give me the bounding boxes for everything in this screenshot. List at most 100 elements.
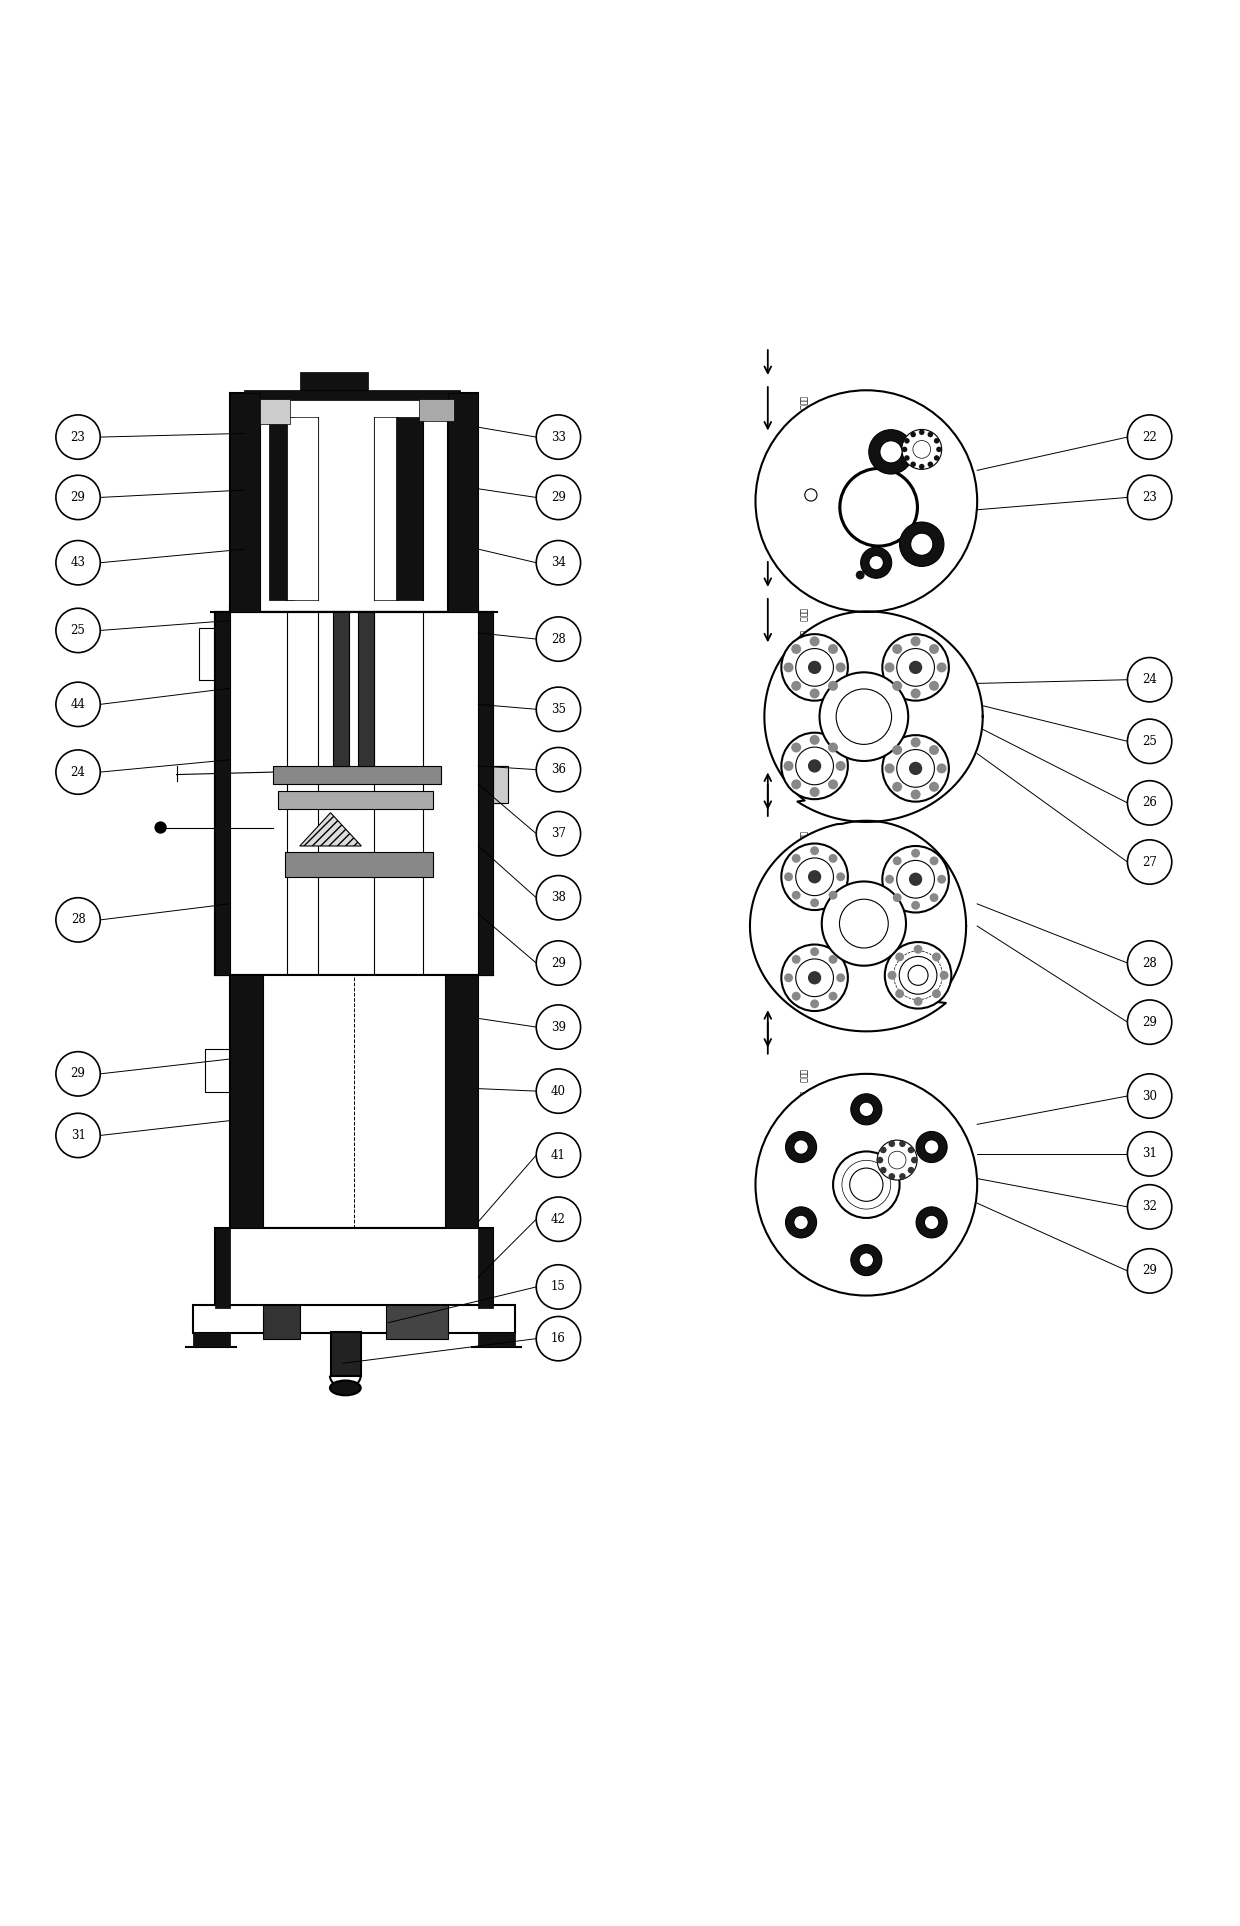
Circle shape: [808, 661, 821, 674]
Circle shape: [936, 663, 946, 672]
Circle shape: [755, 391, 977, 612]
Text: 16: 16: [551, 1333, 565, 1344]
Text: 节子截: 节子截: [799, 397, 807, 410]
Bar: [273, 767, 441, 784]
Circle shape: [274, 1317, 289, 1331]
Circle shape: [913, 441, 931, 458]
Circle shape: [888, 1152, 906, 1169]
Circle shape: [828, 853, 837, 863]
Text: 23: 23: [71, 431, 86, 443]
Circle shape: [808, 971, 821, 984]
Bar: [215, 1227, 494, 1308]
Circle shape: [859, 1102, 873, 1117]
Circle shape: [56, 541, 100, 586]
Circle shape: [791, 680, 801, 691]
Circle shape: [929, 680, 939, 691]
Text: 29: 29: [71, 491, 86, 505]
Circle shape: [880, 1146, 887, 1154]
Circle shape: [897, 861, 935, 898]
Circle shape: [929, 745, 939, 755]
Circle shape: [884, 763, 894, 774]
Circle shape: [755, 1075, 977, 1296]
Circle shape: [910, 688, 920, 699]
Circle shape: [911, 1158, 918, 1163]
Circle shape: [889, 1173, 895, 1181]
Circle shape: [928, 462, 934, 466]
Bar: [334, 612, 348, 767]
Text: 43: 43: [71, 557, 86, 570]
Text: 33: 33: [551, 431, 565, 443]
Circle shape: [536, 747, 580, 792]
Circle shape: [893, 745, 903, 755]
Circle shape: [856, 570, 864, 580]
Circle shape: [536, 1198, 580, 1242]
Circle shape: [810, 1000, 820, 1009]
Circle shape: [794, 1140, 808, 1154]
Bar: [260, 393, 448, 612]
Text: 24: 24: [1142, 674, 1157, 686]
Bar: [494, 767, 508, 803]
Circle shape: [910, 431, 916, 437]
Circle shape: [781, 844, 848, 911]
Circle shape: [899, 1173, 905, 1181]
Text: 节子截: 节子截: [799, 832, 807, 846]
Text: 图半箭: 图半箭: [799, 441, 807, 455]
Circle shape: [1127, 940, 1172, 986]
Polygon shape: [300, 813, 361, 846]
Circle shape: [155, 820, 166, 834]
Circle shape: [888, 971, 897, 980]
Circle shape: [883, 634, 949, 701]
Bar: [285, 851, 433, 876]
Circle shape: [264, 403, 281, 420]
Circle shape: [893, 894, 901, 901]
Circle shape: [916, 1208, 947, 1238]
Ellipse shape: [330, 1381, 361, 1394]
Circle shape: [934, 455, 940, 460]
Circle shape: [796, 649, 833, 686]
Circle shape: [56, 898, 100, 942]
Circle shape: [1127, 1075, 1172, 1119]
Text: 30: 30: [1142, 1090, 1157, 1102]
Circle shape: [897, 649, 935, 686]
Circle shape: [924, 1140, 939, 1154]
Circle shape: [1127, 414, 1172, 458]
Bar: [260, 399, 290, 424]
Circle shape: [306, 1319, 314, 1327]
Circle shape: [828, 780, 838, 790]
Circle shape: [794, 1215, 808, 1229]
Circle shape: [904, 455, 910, 460]
Circle shape: [405, 745, 420, 761]
Circle shape: [929, 782, 939, 792]
Text: 35: 35: [551, 703, 565, 716]
Circle shape: [781, 732, 848, 799]
Circle shape: [810, 736, 820, 745]
Circle shape: [536, 1317, 580, 1362]
Bar: [192, 1333, 229, 1348]
Bar: [331, 1333, 361, 1375]
Circle shape: [884, 663, 894, 672]
Circle shape: [796, 747, 833, 784]
Circle shape: [810, 898, 820, 907]
Circle shape: [936, 447, 941, 453]
Circle shape: [877, 1140, 918, 1181]
Bar: [269, 418, 294, 599]
Circle shape: [828, 743, 838, 753]
Circle shape: [303, 1317, 317, 1331]
Text: 25: 25: [71, 624, 86, 638]
Text: 29: 29: [1142, 1263, 1157, 1277]
Circle shape: [851, 1094, 882, 1125]
Circle shape: [362, 1317, 377, 1331]
Bar: [215, 1227, 229, 1308]
Circle shape: [899, 1140, 905, 1148]
Circle shape: [861, 547, 892, 578]
Circle shape: [836, 663, 846, 672]
Circle shape: [1127, 1000, 1172, 1044]
Circle shape: [877, 1158, 883, 1163]
Circle shape: [536, 940, 580, 986]
Text: 面示意: 面示意: [799, 630, 807, 645]
Circle shape: [924, 1215, 939, 1229]
Circle shape: [792, 992, 801, 1002]
Circle shape: [908, 1167, 914, 1173]
Circle shape: [908, 965, 928, 986]
Circle shape: [901, 447, 908, 453]
